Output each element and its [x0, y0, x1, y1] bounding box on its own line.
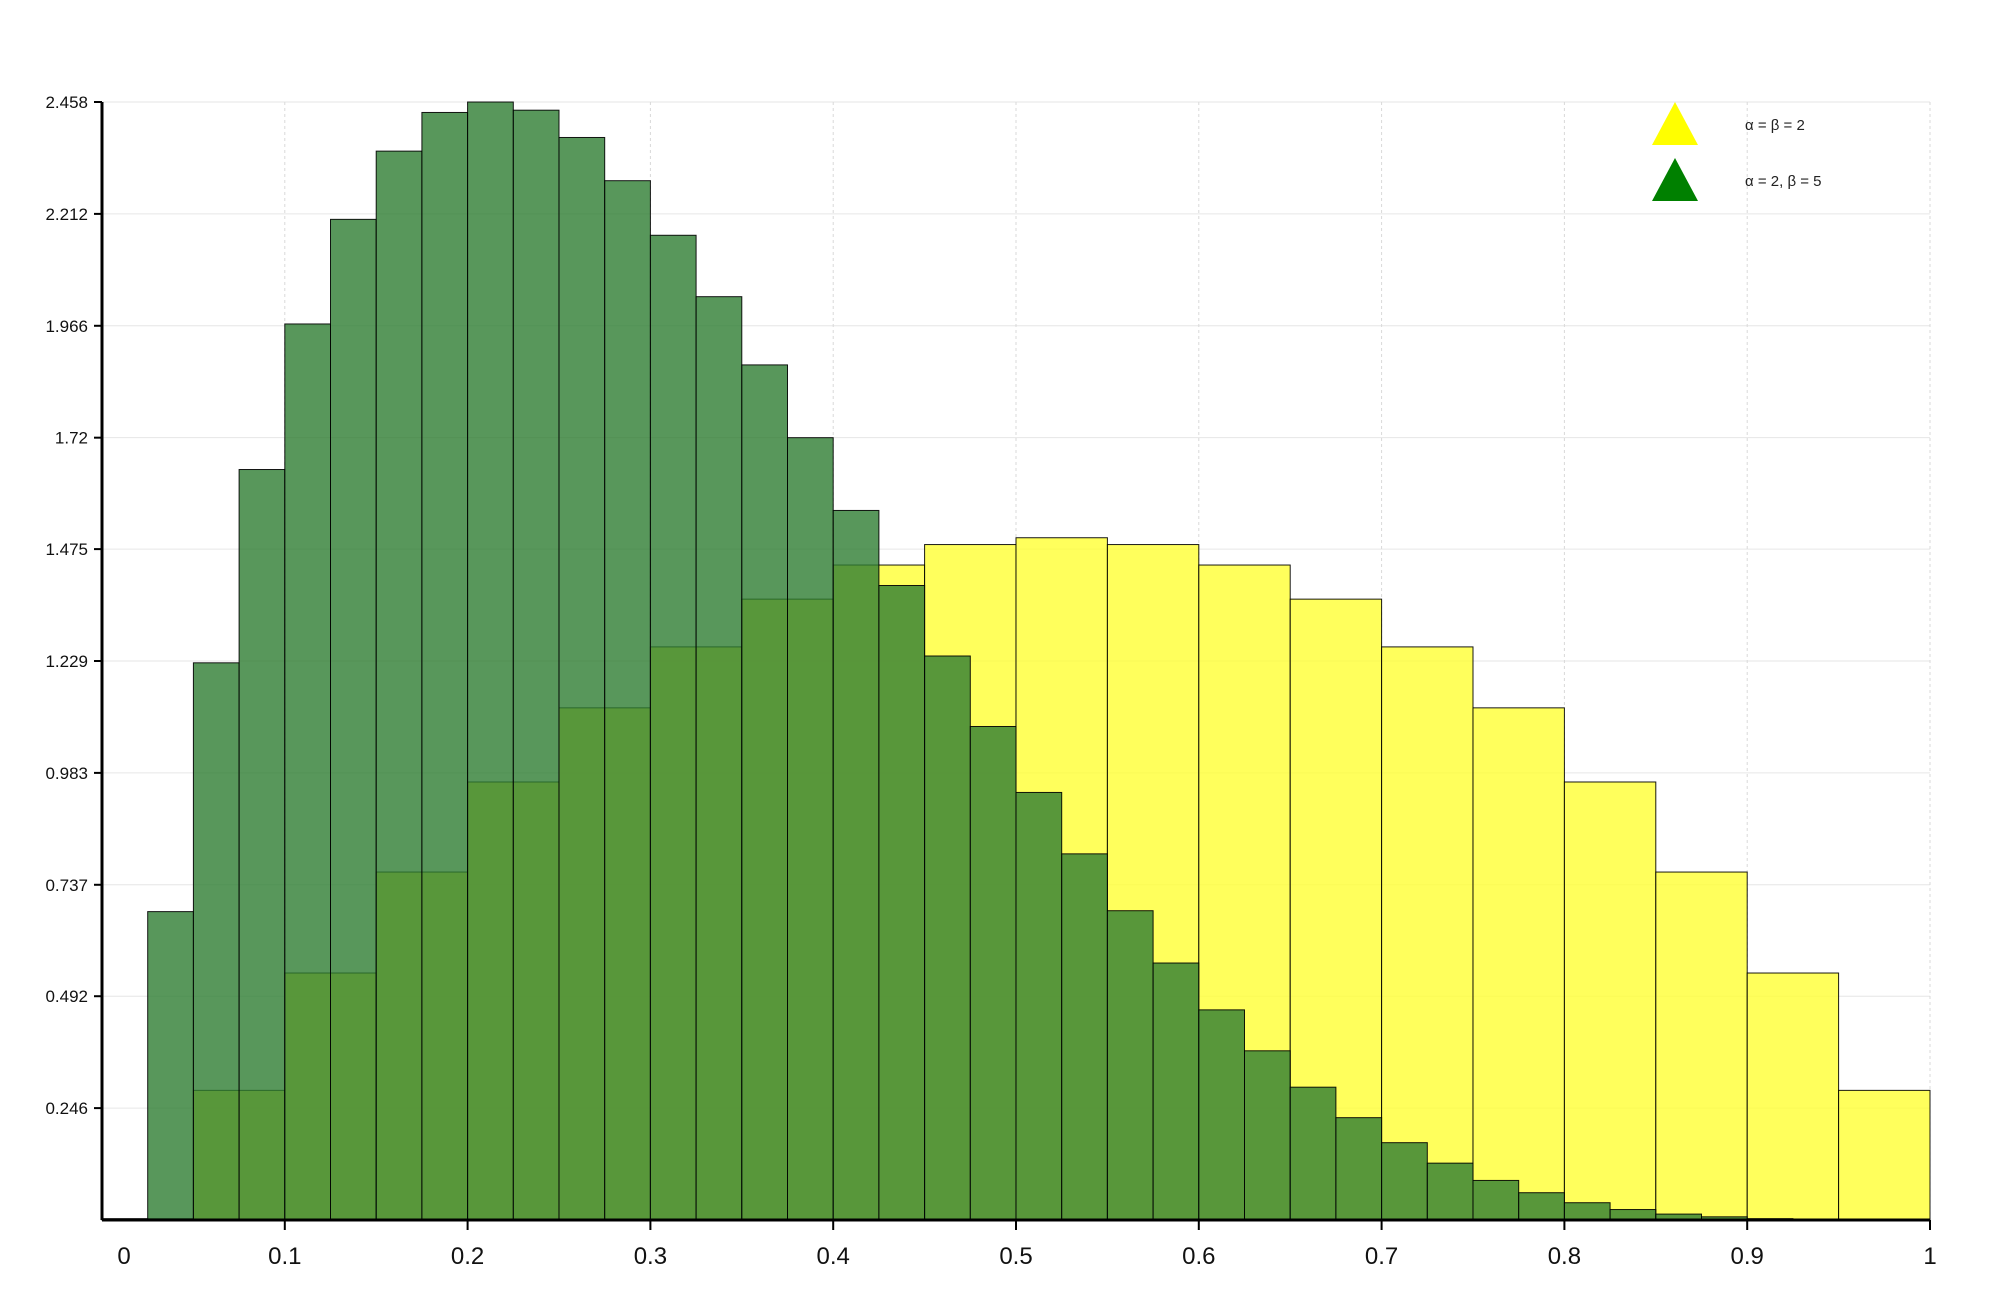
histogram-bar	[1245, 1051, 1291, 1220]
histogram-bar	[788, 438, 834, 1220]
y-tick-label: 1.72	[55, 429, 88, 448]
histogram-bar	[1382, 1143, 1428, 1220]
histogram-bar	[513, 110, 559, 1220]
histogram-bar	[1016, 792, 1062, 1220]
y-tick-label: 1.475	[45, 540, 88, 559]
legend-triangle-icon	[1652, 158, 1698, 201]
x-tick-label: 0.1	[268, 1243, 301, 1270]
histogram-bar	[1519, 1193, 1565, 1220]
legend-label: α = 2, β = 5	[1745, 173, 1822, 190]
y-tick-label: 0.246	[45, 1099, 88, 1118]
histogram-bar	[1153, 963, 1199, 1220]
histogram-bar	[148, 912, 194, 1220]
histogram-bar	[879, 585, 925, 1220]
histogram-bar	[559, 137, 605, 1220]
x-tick-label: 0.6	[1182, 1243, 1215, 1270]
histogram-bar	[605, 181, 651, 1220]
y-tick-label: 2.212	[45, 205, 88, 224]
histogram-bar	[285, 324, 331, 1220]
legend: α = β = 2 α = 2, β = 5	[1652, 102, 1822, 201]
histogram-bar	[1564, 782, 1655, 1220]
histogram-bar	[1382, 647, 1473, 1220]
y-tick-label: 0.983	[45, 764, 88, 783]
histogram-bar	[193, 663, 239, 1220]
x-tick-label: 0.2	[451, 1243, 484, 1270]
histogram-bar	[1747, 973, 1838, 1220]
histogram-bar	[1427, 1163, 1473, 1220]
histogram-bar	[468, 102, 514, 1220]
histogram-bar	[1107, 911, 1153, 1220]
y-tick-label: 1.229	[45, 652, 88, 671]
histogram-bar	[1564, 1203, 1610, 1220]
x-tick-label: 0.5	[999, 1243, 1032, 1270]
x-tick-label: 0.7	[1365, 1243, 1398, 1270]
y-tick-label: 1.966	[45, 317, 88, 336]
histogram-bar	[970, 726, 1016, 1220]
histogram-bar	[239, 470, 285, 1220]
histogram-bar	[1199, 1010, 1245, 1220]
x-tick-label: 0	[117, 1243, 130, 1270]
histogram-bar	[1062, 854, 1108, 1220]
y-tick-label: 2.458	[45, 93, 88, 112]
histogram-bar	[331, 219, 377, 1220]
histogram-bar	[1473, 1180, 1519, 1220]
legend-label: α = β = 2	[1745, 117, 1805, 134]
histogram-bar	[925, 656, 971, 1220]
histogram-bar	[696, 297, 742, 1220]
x-tick-label: 0.4	[817, 1243, 850, 1270]
x-tick-label: 0.8	[1548, 1243, 1581, 1270]
x-tick-label: 1	[1923, 1243, 1936, 1270]
histogram-bar	[650, 235, 696, 1220]
histogram-bar	[1473, 708, 1564, 1220]
y-tick-label: 0.492	[45, 987, 88, 1006]
histogram-bar	[1656, 872, 1747, 1220]
y-tick-label: 0.737	[45, 876, 88, 895]
x-tick-label: 0.3	[634, 1243, 667, 1270]
histogram-bar	[1839, 1090, 1930, 1220]
histogram-bar	[742, 365, 788, 1220]
histogram-bar	[1290, 1087, 1336, 1220]
histogram-bar	[833, 510, 879, 1220]
histogram-bar	[1336, 1118, 1382, 1220]
x-tick-label: 0.9	[1731, 1243, 1764, 1270]
histogram-bar	[1610, 1210, 1656, 1220]
legend-triangle-icon	[1652, 102, 1698, 145]
histogram-bar	[422, 112, 468, 1220]
histogram-bar	[376, 151, 422, 1220]
